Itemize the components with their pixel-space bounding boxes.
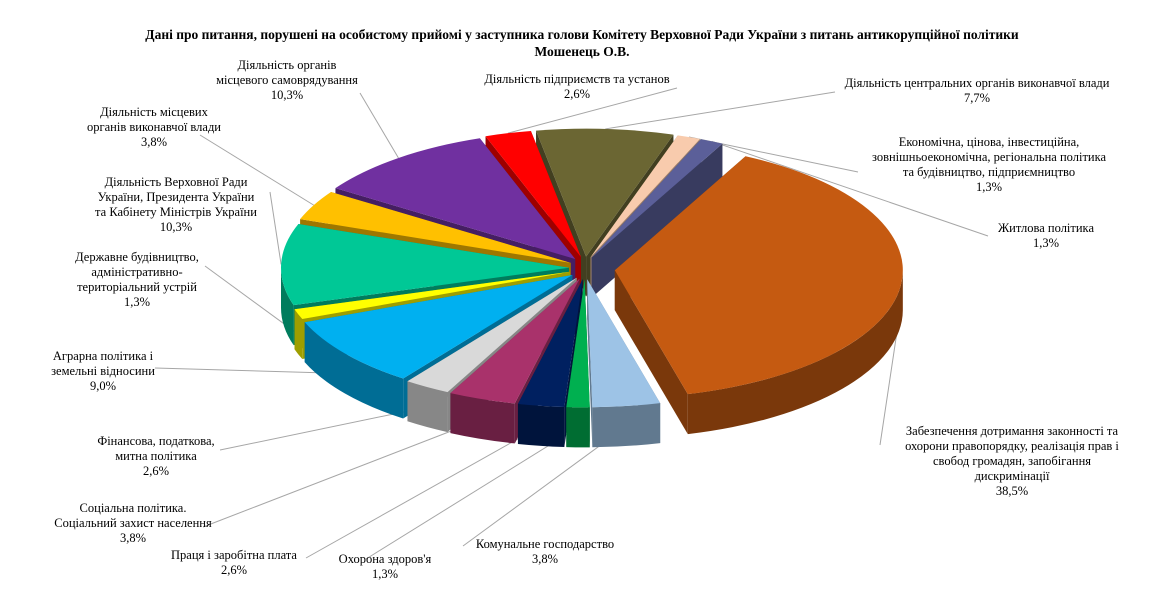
leader-line-5 [202,418,483,528]
leader-line-9 [269,191,282,265]
slice-name-line: Забезпечення дотримання законності та [906,424,1119,438]
leader-line-12 [507,87,678,134]
slice-label-7: Аграрна політика і земельні відносини 9,0% [51,349,155,393]
slice-name-line: Охорона здоров'я [339,552,432,566]
slice-label-4: Праця і заробітна плата 2,6% [171,548,297,577]
slice-label-13: Діяльність центральних органів виконавчо… [845,76,1110,105]
slice-percent-1: 38,5% [996,484,1028,498]
slice-name-line: Державне будівництво, [75,250,199,264]
slice-percent-13: 7,7% [964,91,990,105]
slice-percent-8: 1,3% [124,295,150,309]
slice-name-line: органів виконавчої влади [87,120,221,134]
slice-name-line: Праця і заробітна плата [171,548,297,562]
slice-name-line: Соціальний захист населення [54,516,212,530]
leader-lines [154,87,989,560]
slice-name-line: адміністративно- [91,265,182,279]
slice-label-14: Економічна, цінова, інвестиційна, зовнішн… [872,135,1107,194]
slice-percent-3: 1,3% [372,567,398,581]
chart-title-line-2: Мошенець О.В. [534,44,630,59]
pie-slice-1 [614,156,903,435]
slice-name-line: Діяльність центральних органів виконавчо… [845,76,1110,90]
slice-percent-12: 2,6% [564,87,590,101]
chart-title: Дані про питання, порушені на особистому… [0,26,1164,60]
slice-name-line: Економічна, цінова, інвестиційна, [899,135,1080,149]
slice-name-line: зовнішньоекономічна, регіональна політик… [872,150,1107,164]
pie-slice-3 [566,279,590,448]
slice-label-8: Державне будівництво, адміністративно-тер… [75,250,199,309]
slice-label-10: Діяльність місцевих органів виконавчої вл… [87,105,221,149]
slice-name-line: Діяльність підприємств та установ [484,72,669,86]
slice-name-line: Діяльність Верховної Ради [105,175,248,189]
slice-label-5: Соціальна політика. Соціальний захист нас… [54,501,212,545]
slice-label-3: Охорона здоров'я 1,3% [339,552,432,581]
slice-name-line: дискримінації [975,469,1050,483]
leader-line-13 [605,91,836,130]
slice-percent-2: 3,8% [532,552,558,566]
slice-label-12: Діяльність підприємств та установ 2,6% [484,72,669,101]
slice-percent-10: 3,8% [141,135,167,149]
leader-line-8 [204,265,299,335]
slice-name-line: Фінансова, податкова, [97,434,214,448]
slice-name-line: Соціальна політика. [80,501,187,515]
slice-name-line: України, Президента України [98,190,255,204]
slice-name-line: охорони правопорядку, реалізація прав і [905,439,1119,453]
slice-percent-11: 10,3% [271,88,303,102]
slice-name-line: митна політика [115,449,197,463]
slice-label-9: Діяльність Верховної Ради України, Презид… [95,175,257,234]
pie-slice-15 [591,139,723,298]
slice-percent-14: 1,3% [976,180,1002,194]
slice-name-line: Житлова політика [998,221,1094,235]
slice-label-6: Фінансова, податкова, митна політика 2,6% [97,434,214,478]
slice-name-line: свобод громадян, запобігання [933,454,1091,468]
slice-percent-15: 1,3% [1033,236,1059,250]
leader-line-7 [154,367,345,375]
pie-slice-2 [587,279,661,448]
slice-name-line: місцевого самоврядування [216,73,358,87]
pie-slices [281,128,903,448]
slice-name-line: Комунальне господарство [476,537,614,551]
leader-line-4 [305,425,542,559]
slice-name-line: земельні відносини [51,364,155,378]
slice-name-line: та будівництво, підприємництво [903,165,1075,179]
slice-percent-6: 2,6% [143,464,169,478]
chart-title-line-1: Дані про питання, порушені на особистому… [145,27,1019,42]
slice-name-line: Діяльність місцевих [100,105,208,119]
slice-name-line: та Кабінету Міністрів України [95,205,257,219]
pie-slice-4 [517,279,583,447]
slice-label-1: Забезпечення дотримання законності та охо… [905,424,1119,498]
slice-percent-9: 10,3% [160,220,192,234]
slice-label-15: Житлова політика 1,3% [998,221,1094,250]
leader-line-10 [199,134,314,206]
slice-percent-5: 3,8% [120,531,146,545]
slice-name-line: Аграрна політика і [53,349,154,363]
leader-line-15 [711,140,989,237]
leader-line-3 [365,426,579,560]
slice-percent-4: 2,6% [221,563,247,577]
slice-labels: Забезпечення дотримання законності та охо… [51,58,1119,581]
slice-percent-7: 9,0% [90,379,116,393]
slice-label-11: Діяльність органів місцевого самоврядуван… [216,58,358,102]
leader-line-11 [359,92,399,159]
slice-label-2: Комунальне господарство 3,8% [476,537,614,566]
slice-name-line: Діяльність органів [238,58,337,72]
slice-name-line: територіальний устрій [77,280,197,294]
